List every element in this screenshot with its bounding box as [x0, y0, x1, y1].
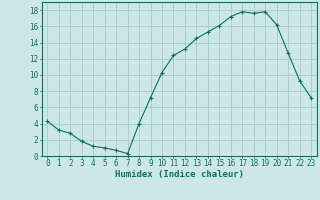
X-axis label: Humidex (Indice chaleur): Humidex (Indice chaleur)	[115, 170, 244, 179]
